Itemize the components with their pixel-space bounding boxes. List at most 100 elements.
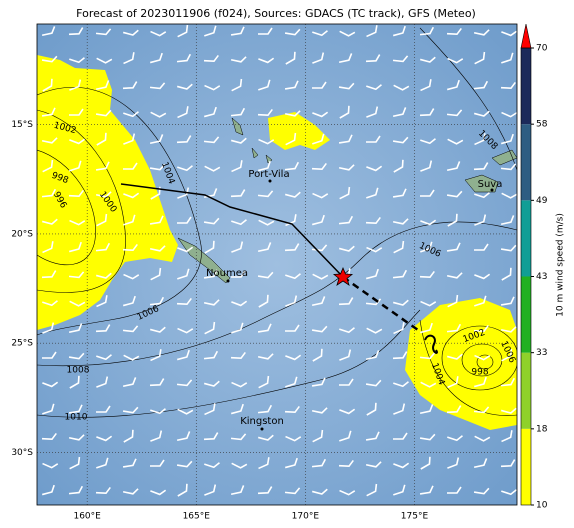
wind-barb bbox=[285, 324, 300, 332]
wind-barb bbox=[203, 106, 217, 118]
wind-barb bbox=[392, 25, 406, 37]
wind-barb bbox=[285, 51, 296, 65]
wind-barb bbox=[366, 84, 382, 91]
wind-barb bbox=[392, 299, 409, 306]
wind-barb bbox=[473, 324, 489, 333]
wind-barb bbox=[204, 403, 216, 416]
wind-barb bbox=[69, 138, 86, 145]
place-label: Suva bbox=[478, 179, 503, 190]
wind-barb bbox=[42, 241, 54, 254]
wind-barb bbox=[393, 322, 405, 335]
wind-barb bbox=[366, 165, 383, 172]
wind-barb bbox=[122, 325, 139, 333]
wind-barb bbox=[365, 54, 381, 63]
wind-barb bbox=[41, 188, 57, 198]
wind-barb bbox=[338, 134, 353, 144]
isobars bbox=[37, 27, 517, 418]
wind-barb bbox=[474, 243, 489, 251]
wind-barb bbox=[285, 435, 302, 442]
wind-barb bbox=[312, 348, 323, 362]
place-marker bbox=[490, 188, 494, 192]
wind-barb bbox=[231, 462, 248, 469]
wind-barb bbox=[365, 298, 382, 306]
wind-barb bbox=[447, 486, 462, 494]
wind-barb bbox=[446, 161, 461, 172]
wind-barb bbox=[123, 162, 138, 170]
colorbar-tick-label: 58 bbox=[536, 120, 548, 130]
wind-barb bbox=[41, 55, 58, 63]
wind-barb bbox=[420, 79, 432, 92]
wind-barb bbox=[122, 406, 139, 414]
wind-barb bbox=[284, 161, 300, 171]
wind-barb bbox=[473, 487, 490, 495]
wind-barb bbox=[203, 136, 220, 144]
wind-barb bbox=[446, 323, 462, 333]
wind-barb bbox=[311, 214, 325, 226]
wind-barb bbox=[123, 429, 134, 443]
wind-barb bbox=[42, 403, 55, 415]
wind-barb bbox=[446, 79, 460, 91]
wind-barb bbox=[176, 460, 193, 468]
colorbar-tick-label: 70 bbox=[536, 44, 548, 54]
wind-barb bbox=[392, 218, 409, 225]
wind-barb bbox=[447, 138, 464, 145]
wind-barb bbox=[285, 354, 302, 361]
wind-barb bbox=[392, 269, 408, 279]
x-tick-label: 160°E bbox=[73, 512, 101, 522]
wind-barb bbox=[122, 458, 137, 468]
wind-barb bbox=[446, 242, 461, 252]
wind-barb bbox=[123, 273, 140, 280]
wind-barb bbox=[149, 134, 164, 145]
wind-barb bbox=[95, 28, 112, 36]
colorbar-segment bbox=[521, 124, 531, 201]
wind-barb bbox=[68, 241, 82, 253]
wind-barb bbox=[123, 354, 140, 361]
wind-barb bbox=[339, 430, 352, 442]
wind-barb bbox=[338, 245, 355, 252]
wind-barb bbox=[500, 81, 516, 90]
wind-barb bbox=[42, 159, 54, 173]
wind-barb bbox=[150, 408, 166, 415]
colorbar-segment bbox=[521, 428, 531, 505]
wind-barb bbox=[150, 459, 165, 467]
x-tick-label: 175°E bbox=[401, 512, 429, 522]
x-tick-label: 165°E bbox=[183, 512, 211, 522]
wind-barb bbox=[149, 296, 165, 306]
wind-barb bbox=[447, 376, 459, 389]
wind-barb bbox=[420, 160, 433, 172]
wind-barb bbox=[123, 111, 139, 118]
y-tick-label: 20°S bbox=[11, 229, 33, 239]
wind-barb bbox=[419, 26, 435, 36]
wind-barb bbox=[68, 352, 85, 360]
wind-barb bbox=[69, 219, 86, 226]
wind-barb bbox=[284, 191, 301, 198]
wind-barb bbox=[203, 217, 220, 225]
wind-barb bbox=[122, 243, 138, 252]
wind-barb bbox=[95, 272, 112, 279]
wind-barb bbox=[500, 326, 517, 333]
wind-barb bbox=[312, 81, 327, 89]
wind-barb bbox=[393, 240, 405, 254]
wind-barb bbox=[447, 435, 463, 442]
wind-barb bbox=[203, 299, 220, 306]
wind-barb bbox=[366, 135, 381, 143]
wind-barb bbox=[42, 78, 53, 92]
wind-barb bbox=[339, 349, 352, 361]
wind-barb bbox=[420, 300, 437, 307]
wind-barb bbox=[420, 189, 435, 197]
place-marker bbox=[268, 179, 272, 183]
wind-barb bbox=[42, 351, 57, 359]
wind-barb bbox=[257, 486, 273, 495]
wind-barb bbox=[95, 242, 111, 252]
wind-barb bbox=[68, 189, 84, 198]
tc-track-past bbox=[120, 183, 344, 278]
wind-barb bbox=[339, 105, 350, 119]
wind-barb bbox=[41, 26, 56, 37]
graticule bbox=[37, 24, 517, 505]
wind-barb bbox=[69, 300, 86, 307]
wind-barb bbox=[501, 52, 514, 64]
wind-barb bbox=[231, 241, 244, 253]
wind-barb bbox=[204, 25, 217, 37]
colorbar-segment bbox=[521, 48, 531, 125]
wind-barb bbox=[150, 111, 167, 118]
